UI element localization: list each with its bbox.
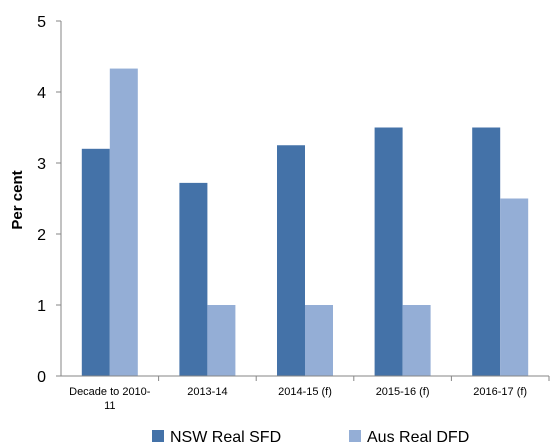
y-tick-label: 0	[37, 369, 46, 386]
bar-nsw-real-sfd	[81, 148, 110, 376]
y-tick-label: 5	[37, 14, 46, 31]
x-tick-label: 2013-14	[187, 386, 227, 398]
x-tick-label: 2014-15 (f)	[278, 386, 332, 398]
bar-aus-real-dfd	[305, 305, 333, 376]
bar-nsw-real-sfd	[179, 182, 208, 376]
y-tick-label: 1	[37, 298, 46, 315]
axes	[60, 21, 549, 377]
legend-label: NSW Real SFD	[170, 429, 281, 446]
x-tick-label: 11	[104, 400, 115, 412]
bar-nsw-real-sfd	[472, 127, 501, 376]
bar-aus-real-dfd	[109, 68, 138, 376]
legend-swatch	[349, 430, 361, 442]
bars	[81, 68, 529, 376]
y-tick-label: 2	[37, 227, 46, 244]
x-axis-tick-labels: Decade to 2010- 11 2013-14 2014-15 (f) 2015-…	[69, 376, 550, 412]
y-tick-label: 4	[37, 85, 46, 102]
bar-aus-real-dfd	[402, 305, 431, 376]
y-axis-title: Per cent	[9, 170, 26, 229]
bar-nsw-real-sfd	[277, 145, 305, 376]
legend-label: Aus Real DFD	[367, 429, 469, 446]
x-tick-label: Decade to 2010-	[69, 386, 151, 398]
x-tick-label: 2016-17 (f)	[473, 386, 527, 398]
bar-aus-real-dfd	[500, 198, 529, 376]
bar-nsw-real-sfd	[374, 127, 403, 376]
legend: NSW Real SFD Aus Real DFD	[152, 429, 469, 446]
x-tick-label: 2015-16 (f)	[376, 386, 430, 398]
bar-aus-real-dfd	[207, 305, 236, 376]
y-axis-ticks: 0 1 2 3 4 5	[37, 14, 61, 386]
y-tick-label: 3	[37, 156, 46, 173]
legend-swatch	[152, 430, 164, 442]
